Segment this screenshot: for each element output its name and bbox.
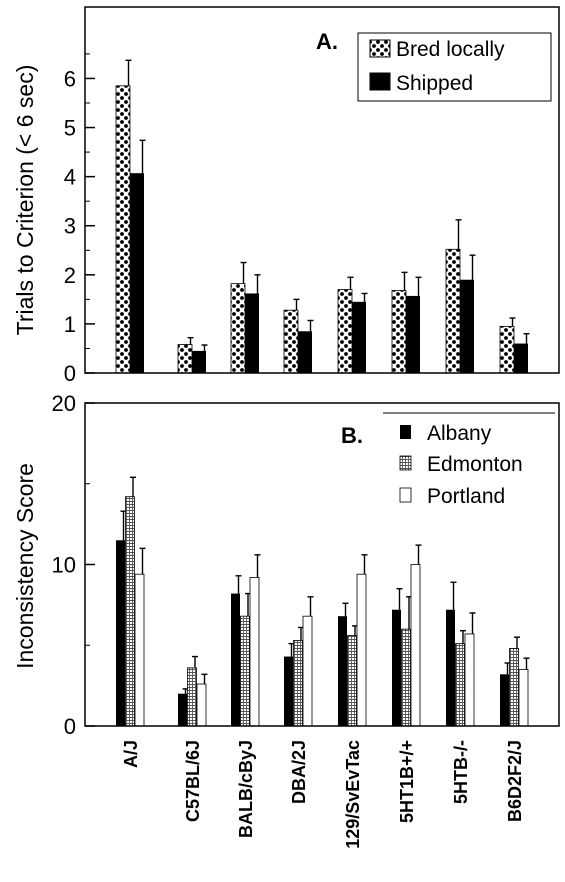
bar-shipped-129-svevtac (352, 301, 366, 373)
panel-a-y-axis: 0 1 2 3 4 5 6 (64, 53, 95, 386)
legend-swatch-bred-locally (369, 39, 391, 58)
panel-a-frame (84, 6, 560, 374)
panel-a-ytick-label: 0 (64, 361, 76, 386)
bar-shipped-c57bl-6j (192, 350, 206, 373)
bar-bred-locally-dba-2j (283, 309, 299, 374)
category-label-129-svevtac: 129/SvEvTac (343, 740, 363, 849)
legend-label-bred-locally: Bred locally (396, 38, 505, 61)
bar-bred-locally-b6d2f2-j (499, 325, 515, 374)
legend-label-albany: Albany (427, 422, 492, 445)
category-label-b6d2f2-j: B6D2F2/J (505, 740, 525, 822)
bar-shipped-b6d2f2-j (514, 343, 528, 373)
bar-shipped-a-j (130, 173, 144, 373)
bar-edmonton-5ht1b (401, 628, 411, 727)
bar-edmonton-c57bl-6j (187, 667, 197, 727)
bar-portland-b6d2f2-j (518, 669, 529, 727)
bar-albany-c57bl-6j (178, 693, 187, 726)
panel-a-ytick-label: 4 (64, 165, 76, 190)
bar-albany-5ht1b (392, 609, 401, 726)
bar-edmonton-5htb (455, 643, 465, 727)
legend-label-portland: Portland (427, 485, 505, 508)
category-label-5htb: 5HTB-/- (451, 740, 471, 804)
category-label-c57bl-6j: C57BL/6J (183, 740, 203, 822)
bar-portland-5ht1b (410, 564, 421, 727)
bar-shipped-balb-cbyj (245, 293, 259, 373)
bar-edmonton-b6d2f2-j (509, 648, 519, 727)
legend-label-edmonton: Edmonton (427, 453, 523, 476)
panel-b: Inconsistency Score 0 10 20 B. Albany Edmo… (12, 391, 560, 739)
bar-shipped-5htb (460, 279, 474, 373)
bar-shipped-5ht1b (406, 295, 420, 373)
bar-albany-balb-cbyj (231, 593, 240, 726)
panel-a-ytick-label: 6 (64, 66, 76, 91)
bar-edmonton-129-svevtac (347, 635, 357, 727)
panel-a-legend: Bred locally Shipped (357, 32, 552, 102)
panel-b-bars (116, 476, 530, 727)
bar-bred-locally-balb-cbyj (230, 283, 246, 374)
panel-a: Trials to Criterion (< 6 sec) 0 1 2 3 4 5 6 A.… (12, 6, 560, 386)
bar-portland-129-svevtac (356, 573, 367, 727)
panel-a-ytick-label: 2 (64, 263, 76, 288)
panel-a-ytick-label: 3 (64, 214, 76, 239)
bar-bred-locally-5ht1b (391, 290, 407, 374)
panel-b-legend: Albany Edmonton Portland (383, 412, 555, 508)
panel-a-label: A. (316, 29, 338, 54)
category-label-dba-2j: DBA/2J (289, 740, 309, 804)
panel-b-label: B. (341, 423, 363, 448)
category-labels: A/J C57BL/6J BALB/cByJ DBA/2J 129/SvEvTac 5HT… (121, 740, 525, 849)
bar-portland-5htb (464, 633, 475, 727)
panel-b-ytick-label: 10 (52, 553, 76, 578)
panel-a-ytick-label: 5 (64, 116, 76, 141)
category-label-balb-cbyj: BALB/cByJ (236, 740, 256, 838)
bar-bred-locally-a-j (115, 85, 131, 374)
bar-bred-locally-c57bl-6j (177, 344, 193, 374)
bar-shipped-dba-2j (298, 331, 312, 373)
bar-portland-balb-cbyj (249, 577, 260, 727)
legend-swatch-portland (399, 487, 412, 503)
bar-albany-5htb (446, 609, 455, 726)
panel-a-bars (115, 59, 530, 374)
bar-albany-dba-2j (284, 656, 293, 726)
bar-albany-b6d2f2-j (500, 674, 509, 726)
bar-portland-dba-2j (302, 615, 313, 727)
panel-a-ylabel: Trials to Criterion (< 6 sec) (12, 65, 38, 336)
bar-portland-a-j (134, 573, 145, 727)
legend-swatch-albany (400, 425, 411, 439)
bar-bred-locally-5htb (445, 248, 461, 374)
bar-edmonton-balb-cbyj (240, 615, 250, 727)
category-label-5ht1b: 5HT1B+/+ (397, 740, 417, 823)
bar-albany-129-svevtac (338, 616, 347, 726)
bar-portland-c57bl-6j (196, 683, 207, 727)
bar-albany-a-j (116, 540, 125, 726)
panel-b-ytick-label: 0 (64, 714, 76, 739)
panel-b-y-axis: 0 10 20 (52, 391, 95, 739)
legend-swatch-shipped (369, 72, 391, 91)
panel-b-ytick-label: 20 (52, 391, 76, 416)
legend-label-shipped: Shipped (396, 72, 473, 95)
bar-edmonton-a-j (125, 496, 135, 727)
bar-edmonton-dba-2j (293, 640, 303, 727)
bar-bred-locally-129-svevtac (337, 289, 353, 374)
panel-b-frame (84, 402, 560, 727)
panel-a-ytick-label: 1 (64, 312, 76, 337)
category-label-a-j: A/J (121, 740, 141, 768)
panel-b-ylabel: Inconsistency Score (12, 463, 38, 669)
legend-swatch-edmonton (399, 455, 412, 471)
